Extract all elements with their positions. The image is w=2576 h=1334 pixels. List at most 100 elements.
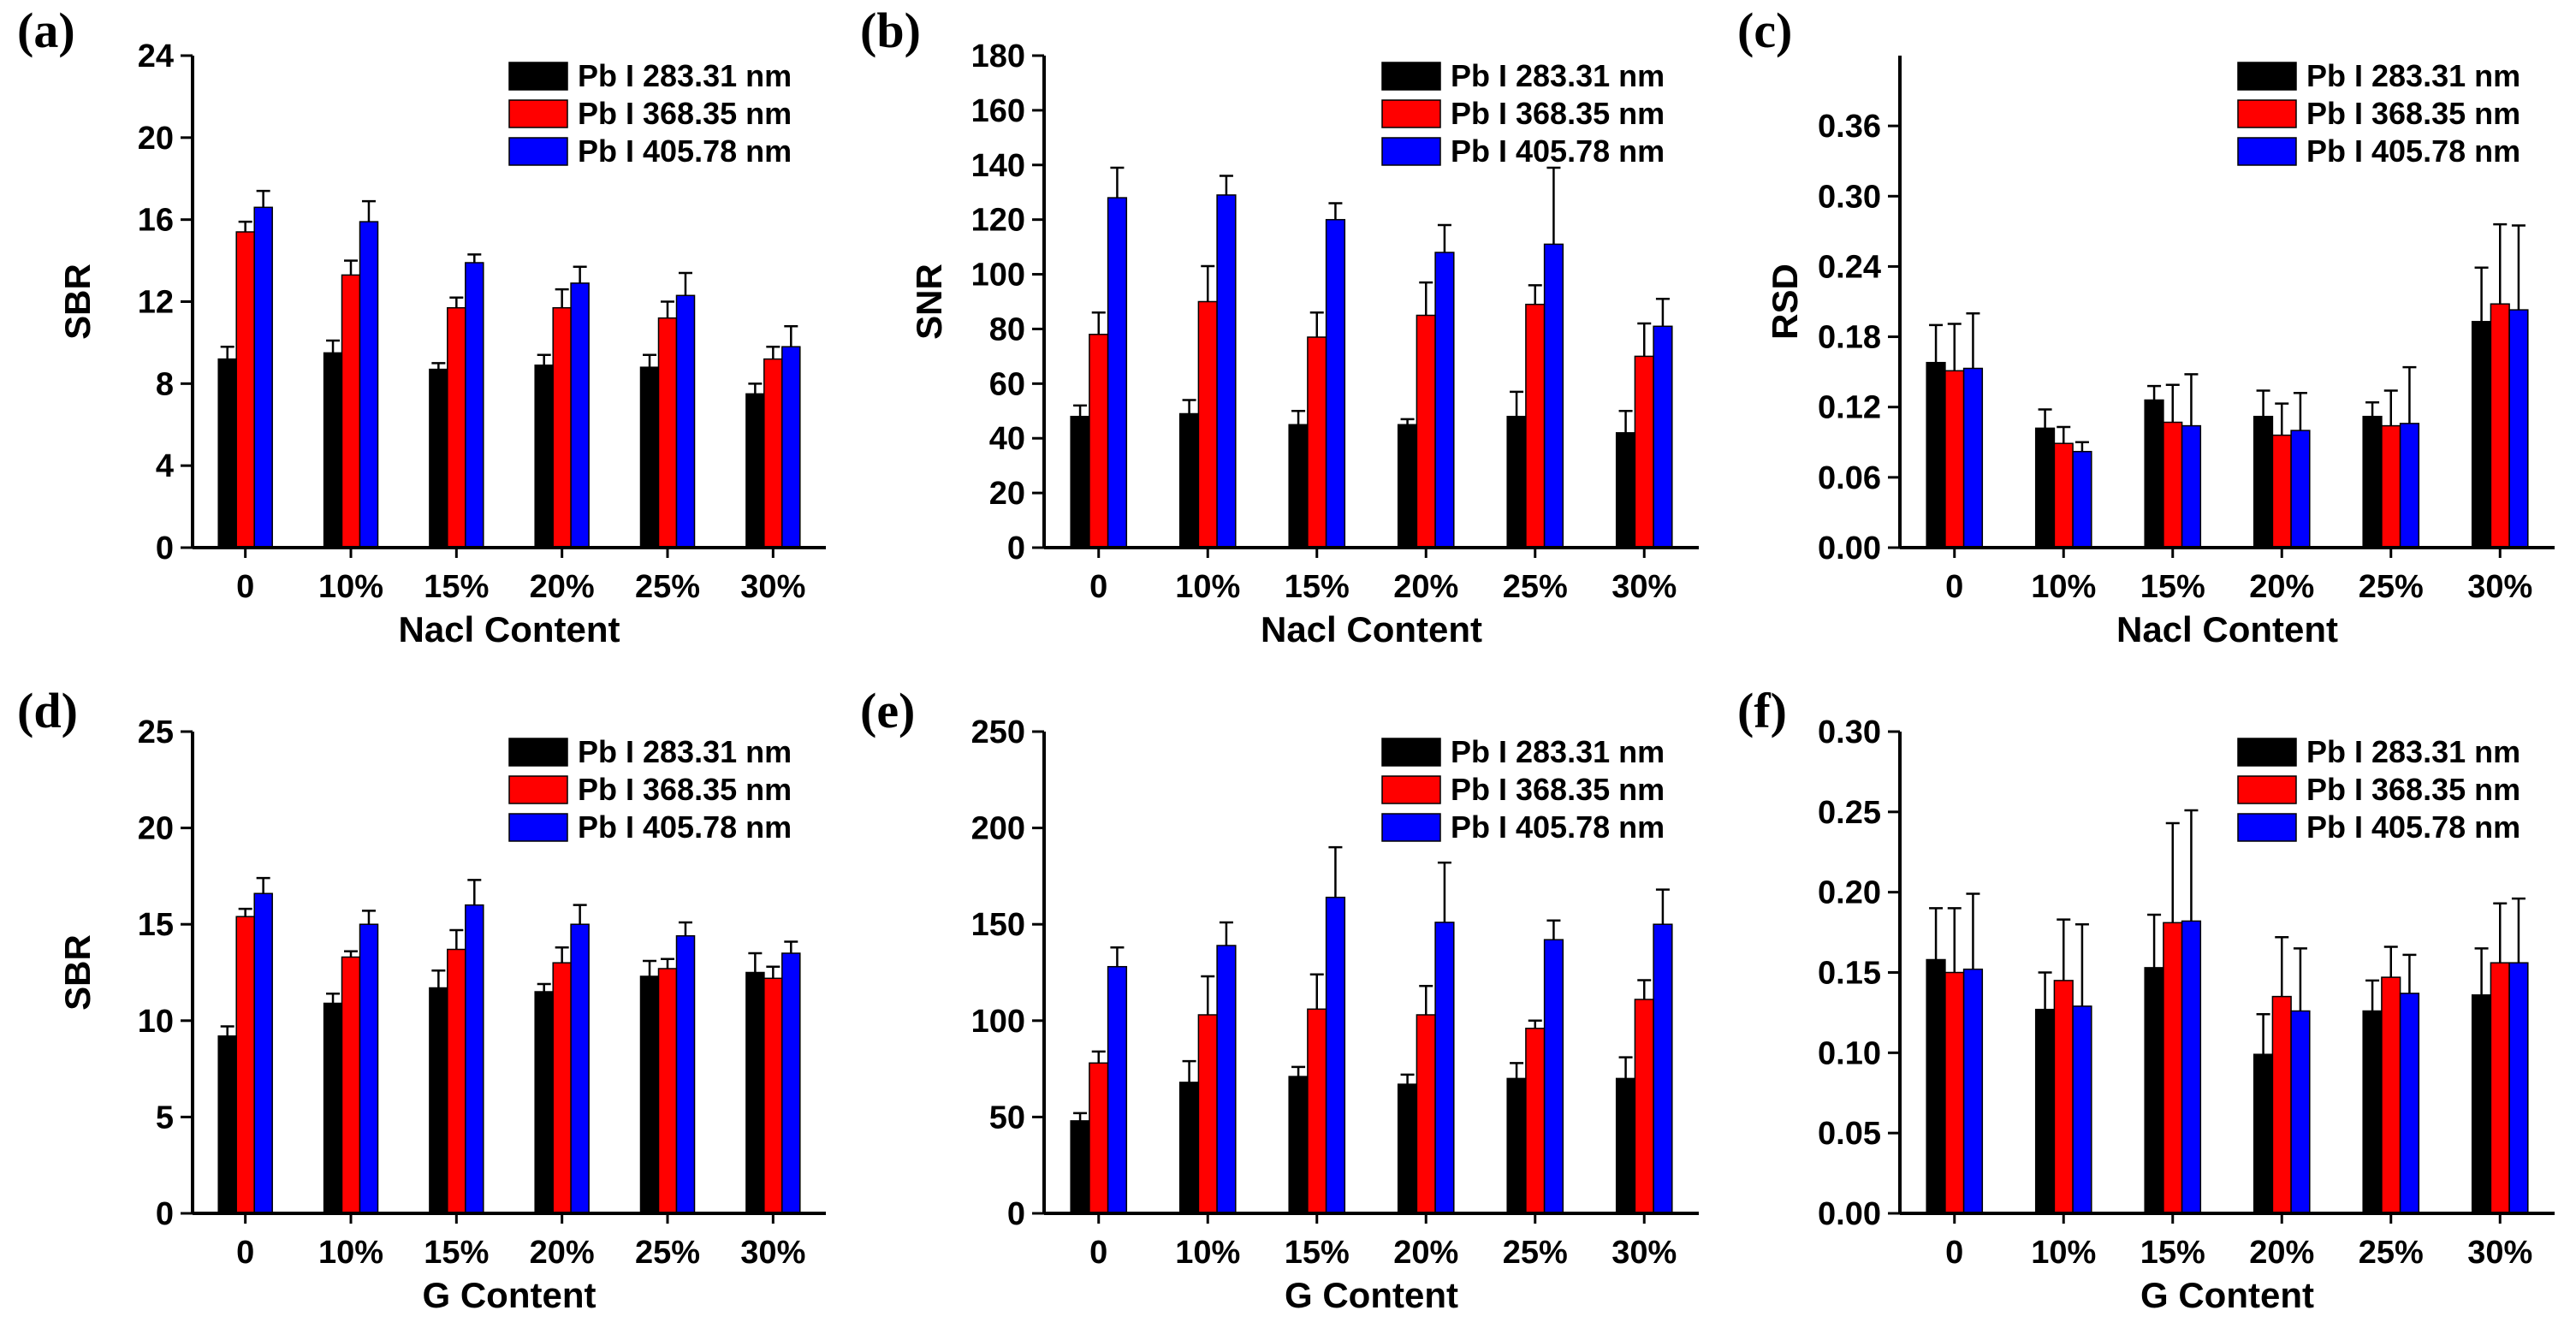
- x-tick-label: 0: [236, 1235, 254, 1271]
- bar-3-5: [675, 934, 696, 1214]
- y-tick-label: 200: [971, 811, 1025, 847]
- bar-2-3: [1307, 1008, 1327, 1214]
- bar-1-4: [2253, 1053, 2274, 1214]
- bar-2-5: [657, 317, 678, 548]
- bar-1-3: [2144, 967, 2164, 1214]
- bar-1-5: [639, 366, 660, 548]
- bar-2-4: [2271, 434, 2292, 548]
- legend-label: Pb I 405.78 nm: [1451, 809, 1665, 845]
- y-tick-label: 0.30: [1818, 179, 1881, 215]
- x-axis-title: G Content: [1285, 1275, 1458, 1315]
- legend-label: Pb I 368.35 nm: [2306, 772, 2520, 807]
- x-tick-label: 30%: [1611, 1235, 1677, 1271]
- bar-3-4: [570, 923, 590, 1214]
- bar-2-2: [2053, 442, 2074, 548]
- bar-2-6: [763, 358, 783, 548]
- bar-1-2: [2034, 427, 2056, 548]
- bar-2-3: [447, 948, 466, 1214]
- bar-2-6: [2490, 303, 2510, 548]
- chart-panel-4: (d) 0 5 10 15 20 25 0 10% 15% 20% 25% 30% G Content SB…: [17, 683, 826, 1315]
- x-tick-label: 10%: [2031, 1235, 2096, 1271]
- y-tick-label: 150: [971, 907, 1025, 943]
- bar-2-5: [2381, 424, 2401, 548]
- x-tick-label: 15%: [1285, 569, 1350, 605]
- y-tick-label: 140: [971, 148, 1025, 184]
- bar-2-2: [1197, 300, 1218, 548]
- y-tick-label: 50: [989, 1100, 1025, 1135]
- x-axis-title: Nacl Content: [2116, 609, 2338, 649]
- bar-2-5: [657, 968, 678, 1214]
- y-tick-label: 0.06: [1818, 460, 1881, 496]
- bar-2-1: [1944, 370, 1965, 548]
- legend-swatch-3: [2237, 813, 2297, 842]
- chart-panel-3: (c) 0.00 0.06 0.12 0.18 0.24 0.30 0.36 0 10% 15% 20…: [1737, 3, 2555, 649]
- legend-label: Pb I 368.35 nm: [1451, 772, 1665, 807]
- legend-swatch-2: [508, 775, 568, 804]
- legend-swatch-2: [1381, 775, 1441, 804]
- bar-2-1: [1944, 971, 1965, 1214]
- y-tick-label: 4: [156, 448, 174, 484]
- bar-3-2: [359, 923, 379, 1214]
- legend-label: Pb I 405.78 nm: [2306, 133, 2520, 169]
- bar-1-5: [2362, 1010, 2383, 1214]
- legend-swatch-2: [2237, 99, 2297, 128]
- x-tick-label: 10%: [1175, 569, 1240, 605]
- y-tick-label: 0.24: [1818, 249, 1881, 285]
- bar-1-4: [534, 991, 554, 1214]
- x-tick-label: 0: [1089, 569, 1107, 605]
- y-tick-label: 0.25: [1818, 795, 1881, 831]
- legend-swatch-2: [508, 99, 568, 128]
- y-tick-label: 20: [989, 476, 1025, 512]
- x-tick-label: 25%: [635, 569, 700, 605]
- y-tick-label: 0.00: [1818, 1196, 1881, 1232]
- bar-3-2: [359, 221, 379, 548]
- bar-3-1: [1962, 367, 1984, 548]
- x-tick-label: 10%: [2031, 569, 2096, 605]
- x-tick-label: 25%: [2359, 569, 2424, 605]
- x-tick-label: 10%: [318, 1235, 383, 1271]
- x-tick-label: 30%: [2467, 569, 2532, 605]
- bar-1-6: [1615, 1077, 1636, 1214]
- bar-1-6: [2471, 321, 2492, 548]
- y-tick-label: 180: [971, 39, 1025, 74]
- legend-swatch-2: [2237, 775, 2297, 804]
- bar-2-4: [2271, 995, 2292, 1214]
- y-tick-label: 10: [138, 1004, 174, 1040]
- bar-1-1: [1926, 361, 1946, 548]
- panel-label: (f): [1737, 683, 1787, 738]
- legend-swatch-1: [2237, 62, 2297, 91]
- bar-3-5: [1543, 243, 1564, 548]
- bar-2-2: [1197, 1014, 1218, 1214]
- bar-1-1: [1070, 415, 1090, 548]
- bar-1-4: [2253, 415, 2274, 548]
- bar-3-3: [465, 904, 484, 1214]
- legend-label: Pb I 368.35 nm: [2306, 96, 2520, 131]
- bar-3-4: [1434, 922, 1455, 1214]
- bar-3-5: [2399, 993, 2420, 1214]
- bar-3-6: [1653, 923, 1673, 1214]
- x-axis-title: Nacl Content: [1261, 609, 1482, 649]
- bar-3-4: [570, 282, 590, 548]
- bar-1-3: [1288, 424, 1309, 548]
- bar-2-4: [1416, 314, 1436, 548]
- x-axis-title: G Content: [423, 1275, 597, 1315]
- bar-1-1: [217, 1035, 237, 1214]
- legend-swatch-1: [508, 738, 568, 767]
- bar-2-3: [2163, 922, 2183, 1214]
- x-tick-label: 20%: [2249, 569, 2314, 605]
- x-tick-label: 20%: [1393, 1235, 1458, 1271]
- y-tick-label: 0: [1007, 1196, 1025, 1232]
- y-tick-label: 80: [989, 311, 1025, 347]
- x-tick-label: 15%: [424, 1235, 489, 1271]
- panel-label: (d): [17, 683, 78, 738]
- bar-3-4: [1434, 252, 1455, 548]
- bar-3-3: [465, 262, 484, 548]
- bar-2-2: [341, 274, 361, 548]
- legend-swatch-3: [508, 813, 568, 842]
- x-axis-title: G Content: [2140, 1275, 2314, 1315]
- legend-label: Pb I 283.31 nm: [1451, 734, 1665, 769]
- y-tick-label: 160: [971, 93, 1025, 129]
- bar-1-5: [2362, 415, 2383, 548]
